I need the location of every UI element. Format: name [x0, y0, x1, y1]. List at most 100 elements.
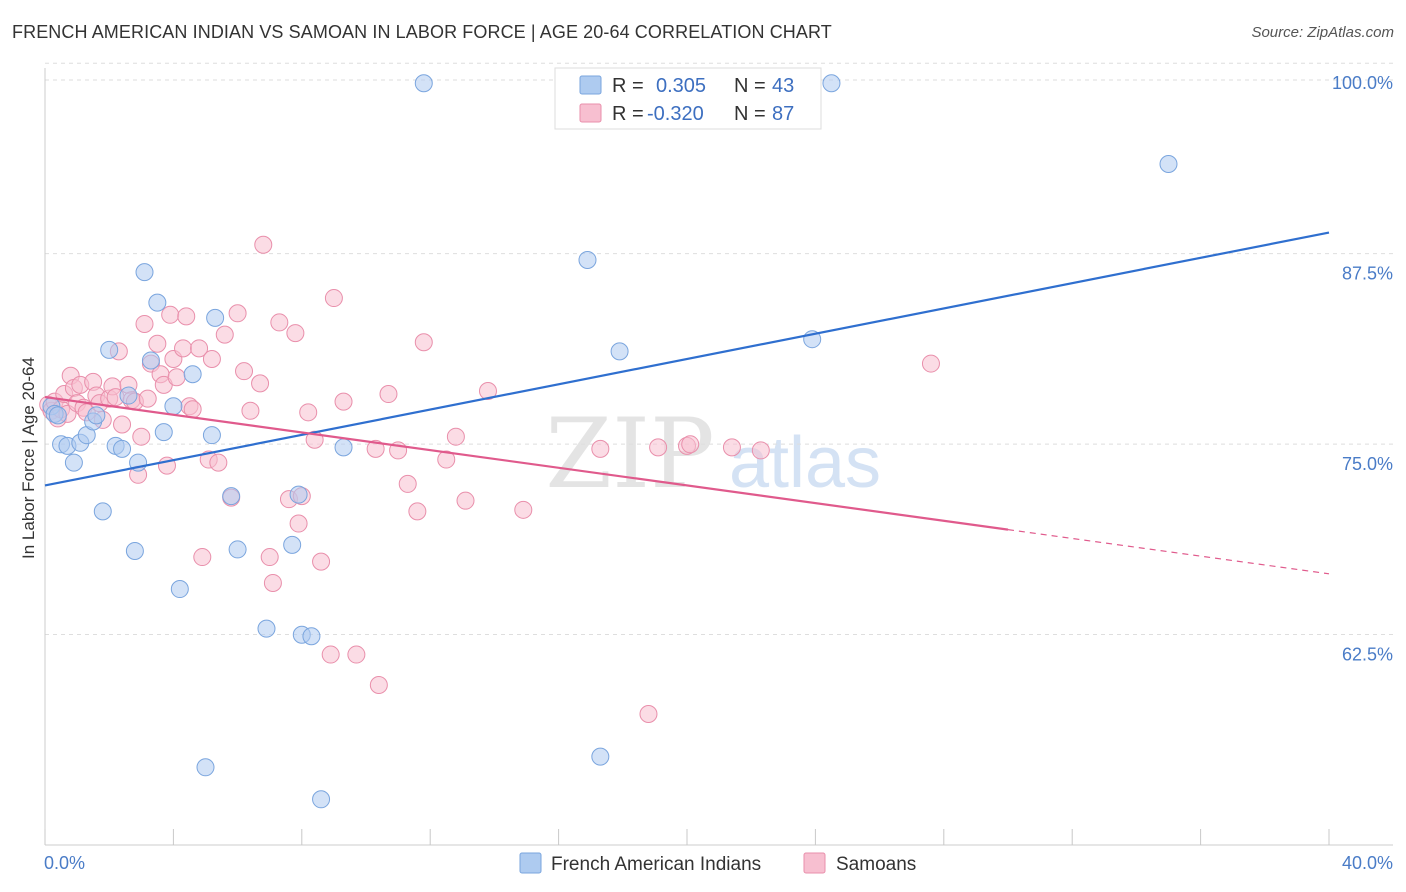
y-tick-label-0: 62.5%: [1342, 645, 1393, 665]
source-note: Source: ZipAtlas.com: [1251, 24, 1394, 41]
samoan-point-30: [148, 334, 167, 353]
samoan-point-85: [751, 441, 770, 460]
y-axis-label: In Labor Force | Age 20-64: [19, 357, 38, 559]
samoan-point-53: [260, 548, 279, 567]
legend-n-value-1: 43: [772, 75, 794, 97]
legend-r-label-2: R =: [612, 103, 644, 125]
french-point-42: [48, 406, 67, 425]
french-point-20: [164, 397, 183, 416]
french-point-17: [141, 351, 160, 370]
legend-n-label-1: N =: [734, 75, 766, 97]
samoan-point-26: [132, 427, 151, 446]
samoan-point-46: [215, 325, 234, 344]
french-point-30: [289, 485, 308, 504]
samoan-point-62: [312, 552, 331, 571]
samoan-point-74: [437, 450, 456, 469]
french-point-26: [222, 487, 241, 506]
samoan-point-49: [235, 362, 254, 381]
samoan-point-60: [299, 403, 318, 422]
samoan-point-41: [190, 339, 209, 358]
samoan-point-21: [113, 415, 132, 434]
french-point-23: [196, 758, 215, 777]
samoan-point-50: [241, 401, 260, 420]
french-point-33: [312, 790, 331, 809]
samoan-point-86: [921, 354, 940, 373]
french-point-18: [148, 293, 167, 312]
legend-box: R = 0.305 N = 43 R = -0.320 N = 87: [554, 67, 822, 130]
samoan-point-80: [639, 704, 658, 723]
french-point-38: [610, 342, 629, 361]
bottom-legend-label-french: French American Indians: [551, 854, 761, 875]
watermark: ZIP atlas: [545, 398, 881, 510]
samoan-point-51: [251, 374, 270, 393]
samoan-point-81: [649, 438, 668, 457]
y-tick-label-2: 87.5%: [1342, 264, 1393, 284]
samoan-point-36: [167, 368, 186, 387]
x-tick-label-min: 0.0%: [44, 853, 85, 873]
samoan-point-37: [174, 339, 193, 358]
samoan-point-55: [270, 313, 289, 332]
samoan-point-48: [228, 304, 247, 323]
samoan-point-67: [366, 439, 385, 458]
x-tick-label-max: 40.0%: [1342, 853, 1393, 873]
samoan-point-39: [177, 307, 196, 326]
samoan-point-45: [209, 453, 228, 472]
bottom-legend: French American Indians Samoans: [519, 852, 916, 875]
samoan-point-44: [202, 349, 221, 368]
samoan-point-69: [379, 385, 398, 404]
samoan-point-78: [514, 500, 533, 519]
french-point-16: [135, 263, 154, 282]
y-tick-label-3: 100.0%: [1332, 73, 1393, 93]
french-point-21: [170, 580, 189, 599]
french-point-27: [228, 540, 247, 559]
samoan-point-52: [254, 235, 273, 254]
samoan-point-68: [369, 676, 388, 695]
french-point-4: [64, 453, 83, 472]
legend-r-label-1: R =: [612, 75, 644, 97]
samoan-point-28: [138, 389, 157, 408]
legend-r-value-1: 0.305: [656, 75, 706, 97]
y-tick-label-1: 75.0%: [1342, 454, 1393, 474]
french-point-13: [119, 386, 138, 405]
samoan-trend-line: [44, 395, 1009, 531]
french-point-12: [113, 439, 132, 458]
samoan-point-57: [286, 324, 305, 343]
french-point-40: [822, 74, 841, 93]
legend-r-value-2: -0.320: [647, 103, 704, 125]
samoan-point-73: [414, 333, 433, 352]
samoan-point-65: [334, 392, 353, 411]
french-point-24: [202, 426, 221, 445]
french-point-35: [414, 74, 433, 93]
samoan-point-77: [478, 381, 497, 400]
legend-swatch-french: [579, 75, 602, 95]
samoan-point-58: [289, 514, 308, 533]
french-point-29: [283, 535, 302, 554]
french-point-32: [302, 627, 321, 646]
samoan-point-54: [263, 573, 282, 592]
samoan-point-64: [324, 289, 343, 308]
trend-lines: [44, 231, 1330, 575]
bottom-legend-label-samoan: Samoans: [836, 854, 916, 875]
samoan-trend-extension: [1007, 529, 1330, 575]
samoan-point-27: [135, 314, 154, 333]
axes: [44, 68, 1393, 846]
french-point-19: [154, 423, 173, 442]
legend-n-value-2: 87: [772, 103, 794, 125]
data-points: [39, 74, 1178, 809]
french-point-9: [93, 502, 112, 521]
legend-swatch-samoan: [579, 103, 602, 123]
french-point-8: [87, 406, 106, 425]
samoan-point-40: [183, 400, 202, 419]
samoan-point-34: [161, 305, 180, 324]
samoan-point-63: [321, 645, 340, 664]
french-point-36: [578, 250, 597, 269]
french-point-34: [334, 438, 353, 457]
samoan-point-75: [446, 427, 465, 446]
french-point-41: [1159, 154, 1178, 173]
samoan-point-79: [591, 439, 610, 458]
watermark-atlas: atlas: [729, 423, 881, 503]
french-point-10: [100, 340, 119, 359]
french-point-25: [206, 308, 225, 327]
samoan-point-71: [398, 474, 417, 493]
